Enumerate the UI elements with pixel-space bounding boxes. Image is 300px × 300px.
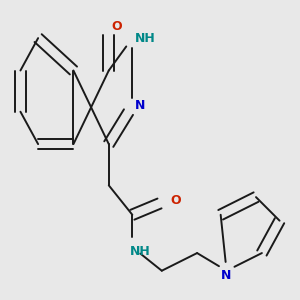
Text: O: O xyxy=(171,194,181,207)
Text: N: N xyxy=(221,268,232,282)
Text: NH: NH xyxy=(129,245,150,258)
Text: NH: NH xyxy=(135,32,156,45)
Text: O: O xyxy=(112,20,122,33)
Text: N: N xyxy=(135,99,146,112)
